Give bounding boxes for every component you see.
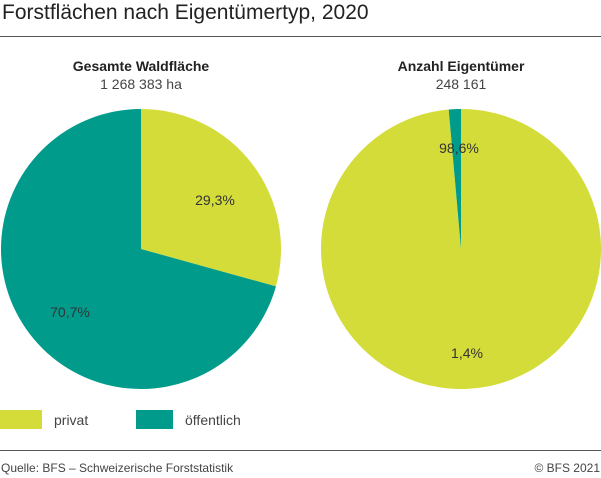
pie-data-label-1-1: 1,4% [451, 345, 483, 361]
pie-data-label-0-0: 29,3% [195, 192, 235, 208]
source-note: Quelle: BFS – Schweizerische Forststatis… [1, 461, 234, 475]
pie-title-right: Anzahl Eigentümer [397, 58, 525, 74]
pie-data-label-0-1: 70,7% [50, 304, 90, 320]
legend-label: öffentlich [185, 411, 241, 428]
legend-item-privat: privat [0, 410, 88, 429]
pie-title-left: Gesamte Waldfläche [72, 58, 210, 74]
pie-slice-1-0 [321, 109, 601, 390]
legend-label: privat [54, 411, 89, 428]
pie-slice-0-0 [141, 109, 282, 287]
legend-item-oeffentlich: öffentlich [136, 410, 241, 429]
pie-subtitle-right: 248 161 [435, 76, 487, 92]
footer-divider [0, 450, 601, 451]
pie-slice-1-1 [448, 109, 461, 249]
legend-swatch-privat [0, 410, 42, 429]
title-divider [0, 36, 601, 37]
pie-slice-0-1 [1, 109, 276, 390]
chart-title: Forstflächen nach Eigentümertyp, 2020 [2, 1, 369, 24]
pie-subtitle-left: 1 268 383 ha [100, 76, 182, 92]
pie-data-label-1-0: 98,6% [439, 140, 479, 156]
legend-swatch-oeffentlich [136, 410, 173, 429]
copyright: © BFS 2021 [534, 461, 600, 475]
